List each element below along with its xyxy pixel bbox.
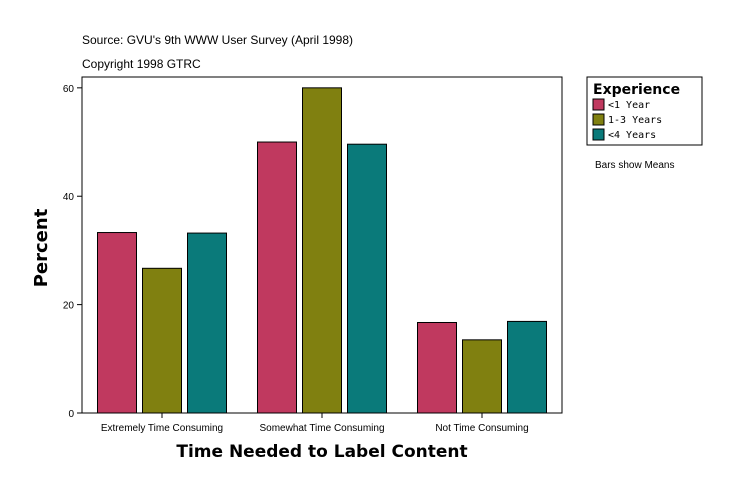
x-axis-title: Time Needed to Label Content [176, 442, 467, 462]
legend-swatch-1 [592, 98, 605, 111]
legend-label-1: <1 Year [608, 100, 650, 111]
bar-1-1 [97, 232, 137, 414]
legend-title: Experience [593, 82, 680, 98]
legend-label-2: 1-3 Years [608, 115, 662, 126]
legend-swatch-3 [592, 128, 605, 141]
x-tick-label: Somewhat Time Consuming [259, 423, 384, 434]
bar-2-1 [142, 267, 182, 414]
y-tick-label: 20 [63, 301, 75, 312]
y-tick-label: 0 [68, 409, 74, 420]
bars [97, 87, 547, 414]
y-tick-label: 60 [63, 84, 75, 95]
chart-source: Source: GVU's 9th WWW User Survey (April… [82, 33, 354, 47]
y-tick-label: 40 [63, 192, 75, 203]
legend-swatch-2 [592, 113, 605, 126]
y-axis: 0 20 40 60 [63, 84, 82, 420]
bar-3-1 [187, 232, 227, 414]
y-axis-title: Percent [31, 208, 52, 287]
bar-1-2 [257, 141, 297, 414]
bar-3-3 [507, 320, 547, 414]
x-tick-label: Extremely Time Consuming [101, 423, 223, 434]
legend-items: <1 Year 1-3 Years <4 Years [592, 98, 662, 141]
x-tick-label: Not Time Consuming [435, 423, 528, 434]
legend-label-3: <4 Years [608, 130, 656, 141]
stat-note: Bars show Means [595, 160, 674, 171]
legend: Experience <1 Year 1-3 Years <4 Years [586, 76, 703, 146]
legend-box [586, 76, 703, 146]
bar-1-3 [417, 321, 457, 414]
bar-2-2 [302, 87, 342, 414]
chart-copyright: Copyright 1998 GTRC [82, 57, 201, 71]
bar-2-3 [462, 339, 502, 414]
bar-3-2 [347, 143, 387, 414]
x-axis: Extremely Time Consuming Somewhat Time Co… [101, 413, 529, 434]
